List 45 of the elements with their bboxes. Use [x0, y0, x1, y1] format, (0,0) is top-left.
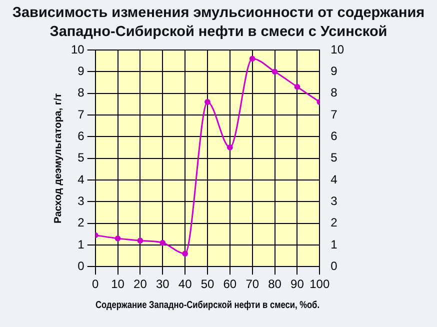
- x-tick-label: 100: [310, 277, 330, 292]
- point: [272, 68, 278, 75]
- y-tick-label: 5: [78, 150, 85, 165]
- y-tick-label: 9: [78, 64, 85, 78]
- point: [160, 240, 166, 246]
- y2-tick-label: 7: [330, 107, 338, 122]
- x-tick-label: 30: [156, 277, 170, 292]
- y-tick-label: 1: [78, 237, 85, 252]
- x-tick-label: 80: [268, 277, 282, 292]
- y-tick-label: 2: [78, 216, 85, 230]
- x-tick-label: 40: [178, 277, 192, 292]
- y2-tick-label: 2: [330, 216, 338, 230]
- y-tick-label: 3: [78, 194, 85, 208]
- point: [226, 144, 233, 150]
- y2-tick-label: 5: [330, 150, 338, 165]
- y2-tick-label: 6: [330, 128, 338, 143]
- y-tick-label: 7: [78, 107, 85, 122]
- x-tick-label: 10: [111, 277, 125, 292]
- x-tick-label: 50: [200, 277, 214, 292]
- y2-tick-label: 4: [330, 172, 338, 186]
- y-tick-label: 6: [78, 128, 85, 143]
- y-axis-title: Расход деэмульгатора, г/т: [52, 93, 64, 224]
- y-tick-label: 0: [78, 258, 85, 273]
- y-tick-label: 10: [70, 42, 85, 56]
- y2-tick-label: 0: [330, 258, 338, 273]
- point: [204, 99, 210, 105]
- y2-tick-label: 3: [330, 194, 338, 208]
- chart-title: Зависимость изменения эмульсионности от содержания Западно-Сибирской нефти в смеси с Усинской: [11, 4, 426, 42]
- point: [249, 56, 256, 62]
- x-tick-label: 70: [246, 277, 260, 292]
- y-tick-label: 4: [78, 172, 85, 186]
- y2-tick-label: 1: [330, 237, 338, 252]
- point: [182, 250, 188, 257]
- y2-tick-label: 8: [330, 86, 338, 100]
- x-tick-label: 0: [92, 277, 100, 292]
- y2-tick-label: 10: [330, 42, 344, 56]
- x-tick-label: 20: [134, 277, 148, 292]
- x-tick-label: 60: [223, 277, 237, 292]
- y-tick-label: 8: [78, 86, 85, 100]
- x-axis-title: Содержание Западно-Сибирской нефти в смеси, %об.: [96, 299, 320, 310]
- point: [294, 84, 300, 90]
- point: [114, 235, 121, 242]
- x-tick-label: 90: [290, 277, 304, 292]
- point: [137, 238, 144, 244]
- y2-tick-label: 9: [330, 64, 338, 78]
